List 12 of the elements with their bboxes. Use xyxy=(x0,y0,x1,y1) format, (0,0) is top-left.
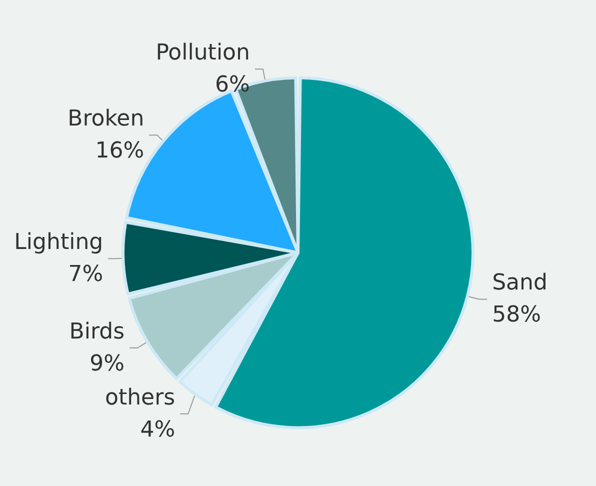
data-label: 6% xyxy=(215,72,250,98)
slice-label: Sand xyxy=(492,270,548,296)
slice-label: Pollution xyxy=(156,40,250,66)
slice-label: Broken xyxy=(68,106,144,132)
slice-label: Lighting xyxy=(14,230,104,256)
slice-label: Birds xyxy=(69,319,125,344)
data-label: 58% xyxy=(492,302,541,328)
data-label: 16% xyxy=(95,138,144,164)
slice-label: others xyxy=(105,385,176,410)
data-label: 7% xyxy=(68,262,104,288)
data-label: 9% xyxy=(90,351,125,376)
data-label: 4% xyxy=(140,417,176,442)
